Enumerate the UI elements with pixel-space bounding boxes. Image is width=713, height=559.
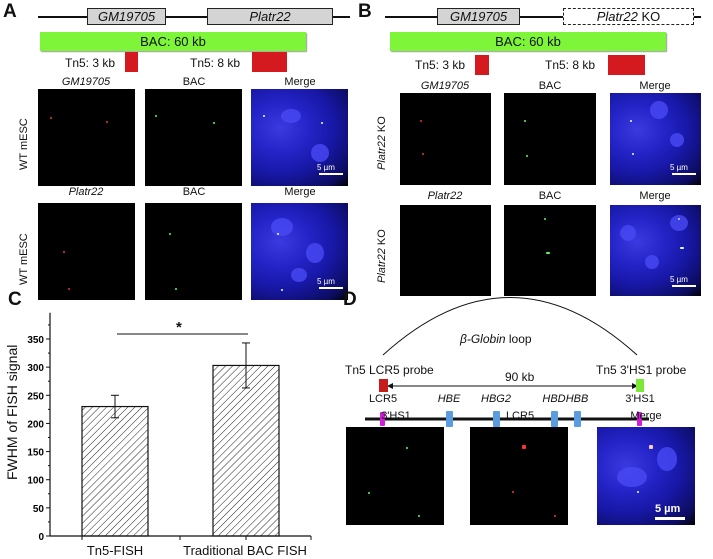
col-label: Merge [630,410,662,422]
col-label: GM19705 [420,80,470,92]
y-axis-label: FWHM of FISH signal [4,344,20,480]
bac-bar: BAC: 60 kb [40,32,306,51]
y-tick-label: 250 [27,391,44,402]
col-label: Platr22 [68,186,104,198]
locus-label: HBD [542,393,566,405]
bar [81,405,149,537]
col-label: 3'HS1 [381,410,411,422]
tn5-3kb-label: Tn5: 3 kb [65,56,116,70]
3hs1-probe [636,379,644,392]
fish-image-merge: 5 µm [251,89,348,186]
gene-platr22: Platr22 [207,8,333,25]
globin-locus-diagram [365,297,649,427]
locus-marker [551,411,558,427]
bar [212,364,280,537]
fish-image-red [38,89,135,186]
locus-label: HBB [565,393,589,405]
locus-label: 3'HS1 [625,393,655,405]
probe-right-label: Tn5 3'HS1 probe [596,363,687,377]
distance-label: 90 kb [505,370,535,384]
row-label: Platr22 KO [376,229,388,283]
gene-platr22-ko: Platr22 KO [563,8,694,25]
locus-marker [493,411,500,427]
panel-a-label: A [3,1,17,22]
gene-track-line [385,16,701,18]
col-label: BAC [182,76,206,88]
y-tick-label: 100 [27,476,44,487]
row-label: WT mESC [18,118,30,170]
x-tick-label: Traditional BAC FISH [183,543,307,558]
fish-image-red [400,93,491,185]
fish-image-red [400,205,491,296]
panel-c-label: C [8,289,22,310]
locus-label: HBG2 [481,393,511,405]
gene-gm19705: GM19705 [87,8,166,25]
tn5-3kb-probe [475,55,489,75]
tn5-8kb-probe [608,55,645,75]
locus-label: LCR5 [368,393,398,405]
fish-image-green [346,427,444,525]
col-label: Merge [639,80,671,92]
loop-arc [382,297,638,356]
fish-image-green [145,89,242,186]
fish-image-merge: 5 µm [610,205,701,296]
significance-star: * [176,319,182,336]
row-label: Platr22 KO [376,116,388,170]
gene-gm19705: GM19705 [437,8,520,25]
col-label: BAC [538,190,562,202]
fish-image-green [504,205,596,296]
probe-left-label: Tn5 LCR5 probe [345,363,434,377]
col-label: Merge [284,186,316,198]
y-tick-label: 150 [27,448,44,459]
panel-b-label: B [358,1,372,22]
tn5-8kb-label: Tn5: 8 kb [545,58,596,72]
y-tick-label: 0 [38,532,44,543]
locus-marker [574,411,581,427]
fish-image-merge: 5 µm [597,427,695,525]
gene-track-line [38,16,350,18]
loop-label: β-Globin loop [460,332,532,346]
locus-marker [380,412,385,426]
x-tick-label: Tn5-FISH [86,543,144,558]
fish-image-red [38,203,135,300]
col-label: GM19705 [61,76,111,88]
bac-bar: BAC: 60 kb [390,32,666,51]
y-tick-label: 350 [27,335,44,346]
col-label: Merge [639,190,671,202]
fish-image-merge: 5 µm [251,203,348,300]
locus-label: HBE [437,393,461,405]
panel-d-label: D [343,289,357,310]
col-label: BAC [538,80,562,92]
lcr5-probe [379,379,388,392]
locus-marker [446,411,453,427]
fish-image-green [504,93,596,185]
y-tick-label: 300 [27,363,44,374]
tn5-3kb-probe [125,52,138,72]
locus-marker [637,412,642,426]
col-label: LCR5 [505,410,535,422]
col-label: Merge [284,76,316,88]
fish-image-merge: 5 µm [610,93,701,185]
col-label: BAC [182,186,206,198]
fish-image-green [145,203,242,300]
y-tick-label: 50 [33,504,45,515]
y-tick-label: 200 [27,419,44,430]
tn5-3kb-label: Tn5: 3 kb [415,58,466,72]
row-label: WT mESC [18,233,30,285]
fish-image-red [470,427,568,525]
tn5-8kb-label: Tn5: 8 kb [190,56,241,70]
tn5-8kb-probe [252,52,287,72]
col-label: Platr22 [427,190,463,202]
bar-chart: 0 50 100 150 200 250 300 350 [27,312,312,543]
